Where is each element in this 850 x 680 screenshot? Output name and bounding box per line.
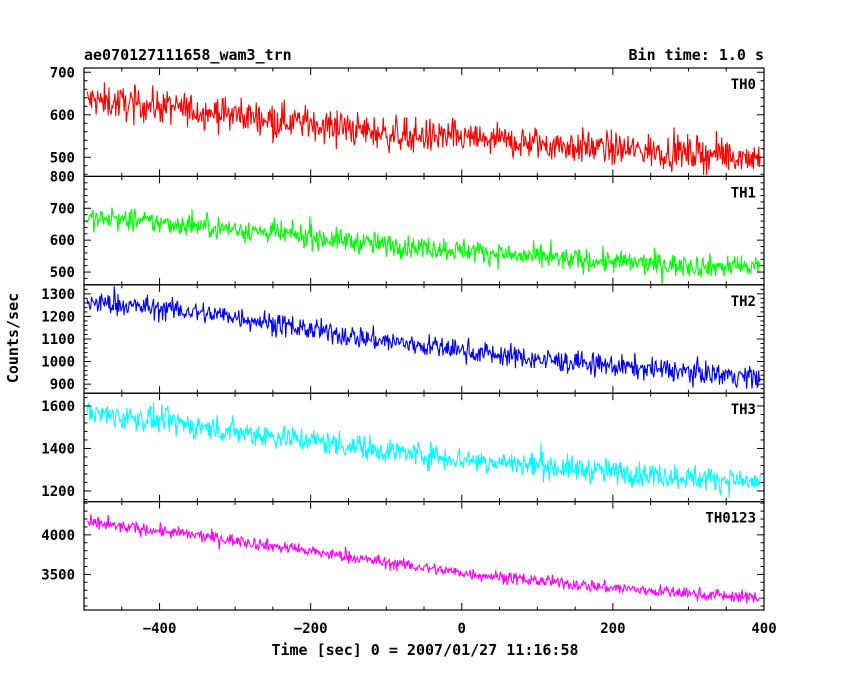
y-tick-label: 500 xyxy=(50,150,75,166)
y-tick-label: 800 xyxy=(50,169,75,185)
x-tick-label: 200 xyxy=(600,621,625,637)
y-tick-label: 1300 xyxy=(41,287,75,303)
series-trace-th1 xyxy=(86,207,761,285)
y-tick-label: 4000 xyxy=(41,528,75,544)
panel-label-th2: TH2 xyxy=(731,294,756,310)
panels-group: 500 600 700 TH0 500 600 700 800 TH1 900 1000 1100 12… xyxy=(41,65,776,637)
panel-label-th0: TH0 xyxy=(731,77,756,93)
y-tick-label: 500 xyxy=(50,265,75,281)
y-tick-label: 900 xyxy=(50,377,75,393)
series-trace-th3 xyxy=(86,402,761,499)
y-tick-label: 700 xyxy=(50,201,75,217)
y-tick-label: 1200 xyxy=(41,309,75,325)
x-axis-label: Time [sec] 0 = 2007/01/27 11:16:58 xyxy=(271,641,578,659)
y-tick-label: 3500 xyxy=(41,567,75,583)
x-tick-label: −400 xyxy=(143,621,177,637)
series-trace-th2 xyxy=(86,286,761,389)
series-trace-th0 xyxy=(86,82,761,175)
panel-label-th0123: TH0123 xyxy=(705,511,756,527)
y-axis-label: Counts/sec xyxy=(4,293,22,383)
bin-time-label: Bin time: 1.0 s xyxy=(629,46,764,64)
y-tick-label: 1100 xyxy=(41,332,75,348)
y-tick-label: 1600 xyxy=(41,399,75,415)
y-tick-label: 700 xyxy=(50,65,75,81)
panel-label-th3: TH3 xyxy=(731,402,756,418)
x-tick-label: 400 xyxy=(751,621,776,637)
y-tick-label: 600 xyxy=(50,233,75,249)
panel-label-th1: TH1 xyxy=(731,185,756,201)
y-tick-label: 1400 xyxy=(41,441,75,457)
y-tick-label: 1000 xyxy=(41,355,75,371)
panel-frame-th3 xyxy=(83,392,765,503)
y-tick-label: 1200 xyxy=(41,484,75,500)
y-tick-label: 600 xyxy=(50,108,75,124)
chart-title: ae070127111658_wam3_trn xyxy=(84,46,292,64)
series-trace-th0123 xyxy=(86,514,761,604)
x-tick-label: −200 xyxy=(294,621,328,637)
x-tick-label: 0 xyxy=(458,621,466,637)
